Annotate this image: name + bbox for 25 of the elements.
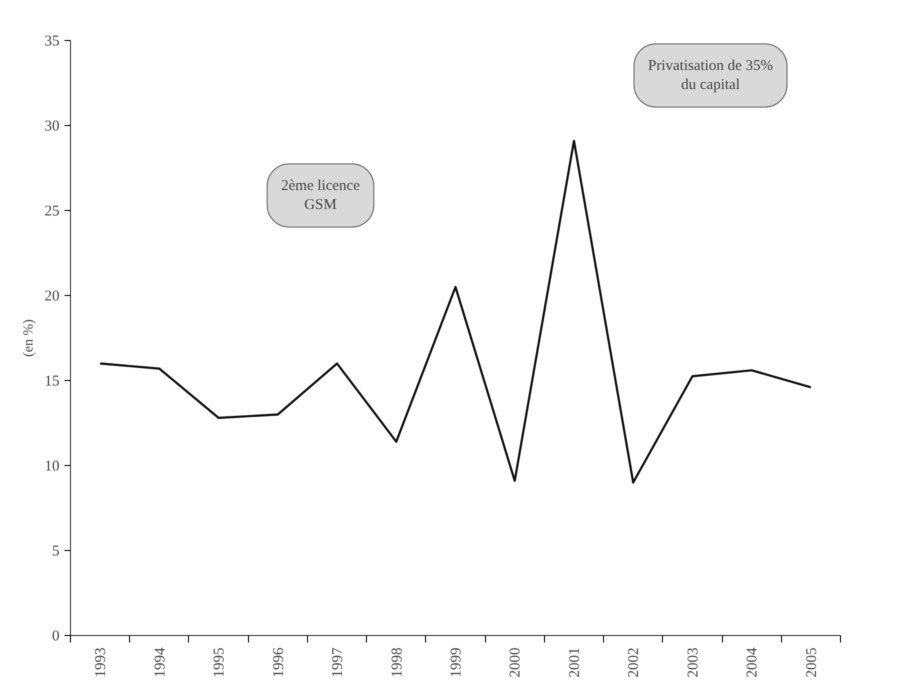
y-tick-label: 20	[44, 288, 60, 304]
y-tick-label: 25	[44, 204, 60, 220]
x-tick-label: 1996	[270, 647, 287, 678]
x-tick-label: 1997	[330, 647, 346, 678]
annotation: 2ème licence GSM	[281, 178, 360, 214]
x-tick-label: 1994	[152, 647, 168, 678]
y-tick-label: 35	[44, 34, 60, 50]
line-series	[99, 140, 812, 484]
x-tick-label: 1995	[212, 648, 228, 678]
x-tick-label: 2001	[566, 648, 583, 678]
x-tick-label: 2000	[508, 648, 524, 678]
y-tick-label: 15	[44, 374, 60, 390]
x-tick-label: 2002	[626, 648, 642, 678]
x-tick-label: 1993	[93, 648, 110, 678]
x-tick-label: 1999	[448, 648, 464, 678]
x-tick-label: 2004	[744, 647, 761, 678]
y-tick-label: 0	[52, 628, 60, 644]
x-tick-label: 2003	[685, 648, 702, 678]
y-tick-label: 5	[52, 544, 60, 560]
y-tick-label: 10	[44, 458, 60, 474]
x-tick-label: 2005	[804, 648, 820, 678]
x-tick-label: 1998	[389, 648, 406, 678]
annotation: Privatisation de 35% du capital	[648, 58, 773, 94]
y-tick-label: 30	[44, 118, 60, 134]
y-axis-title: (en %)	[22, 318, 36, 357]
